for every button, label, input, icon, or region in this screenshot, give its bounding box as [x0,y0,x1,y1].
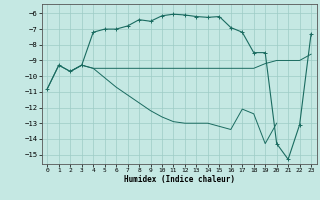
X-axis label: Humidex (Indice chaleur): Humidex (Indice chaleur) [124,175,235,184]
